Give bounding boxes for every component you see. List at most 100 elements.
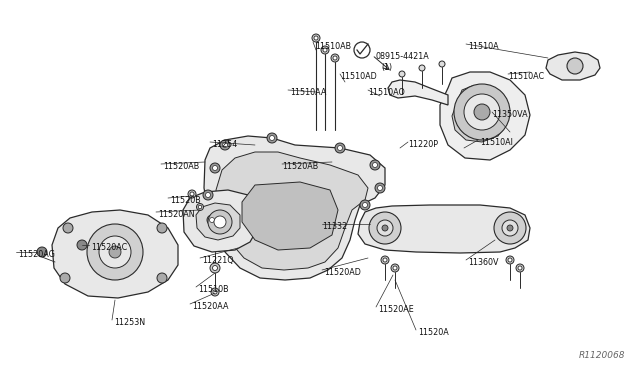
Polygon shape — [204, 136, 385, 280]
Text: 11520AB: 11520AB — [163, 162, 199, 171]
Circle shape — [157, 273, 167, 283]
Circle shape — [63, 223, 73, 233]
Circle shape — [214, 216, 226, 228]
Circle shape — [454, 84, 510, 140]
Circle shape — [399, 71, 405, 77]
Polygon shape — [196, 203, 240, 240]
Circle shape — [508, 258, 512, 262]
Circle shape — [502, 220, 518, 236]
Circle shape — [506, 256, 514, 264]
Polygon shape — [546, 52, 600, 80]
Circle shape — [333, 56, 337, 60]
Polygon shape — [440, 72, 530, 160]
Text: 11520AE: 11520AE — [378, 305, 413, 314]
Circle shape — [372, 163, 378, 167]
Text: 11221Q: 11221Q — [202, 256, 234, 265]
Circle shape — [369, 212, 401, 244]
Text: 11520AD: 11520AD — [324, 268, 361, 277]
Text: 11360V: 11360V — [468, 258, 499, 267]
Circle shape — [312, 34, 320, 42]
Text: 11520AA: 11520AA — [192, 302, 228, 311]
Polygon shape — [242, 182, 338, 250]
Circle shape — [393, 266, 397, 270]
Text: 11520AG: 11520AG — [18, 250, 55, 259]
Text: R1120068: R1120068 — [579, 351, 625, 360]
Circle shape — [209, 218, 214, 222]
Circle shape — [77, 240, 87, 250]
Circle shape — [518, 266, 522, 270]
Text: 11253N: 11253N — [114, 318, 145, 327]
Circle shape — [370, 160, 380, 170]
Circle shape — [203, 190, 213, 200]
Text: 11520AN: 11520AN — [158, 210, 195, 219]
Text: 11520A: 11520A — [418, 328, 449, 337]
Circle shape — [37, 247, 47, 257]
Circle shape — [362, 202, 367, 208]
Polygon shape — [52, 210, 178, 298]
Circle shape — [188, 190, 196, 198]
Text: 11510AO: 11510AO — [368, 88, 405, 97]
Text: 11350VA: 11350VA — [492, 110, 527, 119]
Circle shape — [109, 246, 121, 258]
Polygon shape — [358, 205, 530, 253]
Circle shape — [381, 256, 389, 264]
Circle shape — [269, 135, 275, 141]
Polygon shape — [183, 190, 258, 252]
Polygon shape — [388, 80, 448, 105]
Text: 11520AC: 11520AC — [91, 243, 127, 252]
Text: 11510AD: 11510AD — [340, 72, 377, 81]
Circle shape — [208, 210, 232, 234]
Text: (1): (1) — [381, 63, 392, 72]
Circle shape — [377, 220, 393, 236]
Circle shape — [391, 264, 399, 272]
Circle shape — [220, 140, 230, 150]
Circle shape — [213, 290, 217, 294]
Circle shape — [378, 186, 383, 190]
Circle shape — [99, 236, 131, 268]
Circle shape — [198, 205, 202, 209]
Circle shape — [354, 42, 370, 58]
Circle shape — [205, 192, 211, 198]
Circle shape — [335, 143, 345, 153]
Circle shape — [337, 145, 342, 151]
Circle shape — [382, 225, 388, 231]
Circle shape — [314, 36, 318, 40]
Text: 11510A: 11510A — [468, 42, 499, 51]
Text: 11520B: 11520B — [170, 196, 201, 205]
Circle shape — [267, 133, 277, 143]
Text: 11510AB: 11510AB — [315, 42, 351, 51]
Circle shape — [331, 54, 339, 62]
Circle shape — [516, 264, 524, 272]
Circle shape — [464, 94, 500, 130]
Text: 11510AC: 11510AC — [508, 72, 544, 81]
Text: 11220P: 11220P — [408, 140, 438, 149]
Polygon shape — [216, 152, 368, 270]
Circle shape — [375, 183, 385, 193]
Circle shape — [419, 65, 425, 71]
Circle shape — [360, 200, 370, 210]
Circle shape — [507, 225, 513, 231]
Circle shape — [210, 263, 220, 273]
Circle shape — [212, 266, 218, 270]
Circle shape — [157, 223, 167, 233]
Polygon shape — [452, 86, 508, 142]
Circle shape — [207, 215, 217, 225]
Text: 11332: 11332 — [322, 222, 347, 231]
Text: 08915-4421A: 08915-4421A — [375, 52, 429, 61]
Text: 11510AI: 11510AI — [480, 138, 513, 147]
Text: 11254: 11254 — [212, 140, 237, 149]
Circle shape — [212, 166, 218, 170]
Circle shape — [567, 58, 583, 74]
Circle shape — [474, 104, 490, 120]
Circle shape — [494, 212, 526, 244]
Circle shape — [210, 163, 220, 173]
Circle shape — [439, 61, 445, 67]
Circle shape — [223, 142, 227, 148]
Circle shape — [60, 273, 70, 283]
Circle shape — [321, 46, 329, 54]
Text: 11510B: 11510B — [198, 285, 228, 294]
Circle shape — [383, 258, 387, 262]
Circle shape — [211, 288, 219, 296]
Circle shape — [87, 224, 143, 280]
Circle shape — [323, 48, 327, 52]
